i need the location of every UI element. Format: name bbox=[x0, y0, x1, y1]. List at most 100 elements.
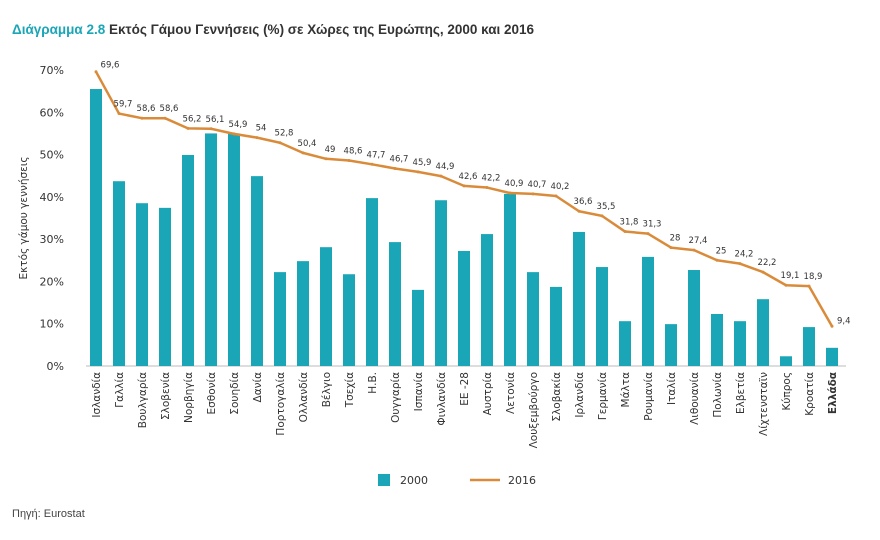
point-2016 bbox=[278, 141, 282, 145]
data-label-2016: 46,7 bbox=[390, 155, 409, 165]
bar-2000 bbox=[159, 207, 171, 366]
point-2016 bbox=[646, 232, 650, 236]
data-label-2016: 58,6 bbox=[160, 104, 179, 114]
bar-2000 bbox=[527, 272, 539, 366]
point-2016 bbox=[393, 167, 397, 171]
y-tick-label: 0% bbox=[47, 360, 64, 373]
bar-2000 bbox=[504, 193, 516, 366]
x-tick-label: Σλοβενία bbox=[160, 372, 172, 420]
y-tick-label: 10% bbox=[40, 318, 64, 331]
point-2016 bbox=[117, 112, 121, 116]
point-2016 bbox=[508, 191, 512, 195]
data-label-2016: 54,9 bbox=[229, 120, 248, 130]
point-2016 bbox=[623, 230, 627, 234]
point-2016 bbox=[347, 158, 351, 162]
y-tick-label: 20% bbox=[40, 275, 64, 288]
x-tick-label: Κροατία bbox=[804, 372, 816, 416]
y-axis-label: Εκτός γάμου γεννήσεις bbox=[18, 156, 30, 279]
x-tick-label: Κύπρος bbox=[781, 372, 793, 411]
point-2016 bbox=[255, 136, 259, 140]
point-2016 bbox=[416, 170, 420, 174]
data-label-2016: 25 bbox=[716, 246, 727, 256]
bar-2000 bbox=[182, 154, 194, 366]
bar-2000 bbox=[550, 286, 562, 366]
data-label-2016: 35,5 bbox=[597, 202, 616, 212]
data-label-2016: 69,6 bbox=[101, 61, 120, 71]
x-tick-label: Πορτογαλία bbox=[275, 372, 287, 436]
point-2016 bbox=[232, 132, 236, 136]
bar-2000 bbox=[113, 181, 125, 366]
data-label-2016: 56,1 bbox=[206, 115, 225, 125]
bar-2000 bbox=[619, 321, 631, 366]
bar-2000 bbox=[688, 270, 700, 366]
point-2016 bbox=[807, 284, 811, 288]
point-2016 bbox=[439, 174, 443, 178]
data-label-2016: 40,2 bbox=[551, 182, 570, 192]
x-tick-label: Ιταλία bbox=[666, 372, 678, 405]
x-tick-label: Ουγγαρία bbox=[390, 372, 402, 423]
data-label-2016: 19,1 bbox=[781, 271, 800, 281]
data-label-2016: 44,9 bbox=[436, 162, 455, 172]
point-2016 bbox=[163, 116, 167, 120]
x-tick-label: Δανία bbox=[252, 372, 264, 403]
data-label-2016: 42,2 bbox=[482, 174, 501, 184]
bar-2000 bbox=[435, 200, 447, 366]
x-tick-label: Γερμανία bbox=[597, 372, 609, 420]
point-2016 bbox=[140, 116, 144, 120]
bar-2000 bbox=[780, 356, 792, 366]
x-tick-label: Λετονία bbox=[505, 372, 517, 414]
point-2016 bbox=[669, 246, 673, 250]
x-tick-label: Ρουμανία bbox=[643, 372, 655, 421]
x-tick-label: Φινλανδία bbox=[436, 372, 448, 426]
data-label-2016: 27,4 bbox=[689, 236, 708, 246]
bar-2000 bbox=[458, 250, 470, 366]
x-tick-label: Η.Β. bbox=[367, 372, 379, 394]
data-label-2016: 9,4 bbox=[837, 316, 851, 326]
legend-label-2000: 2000 bbox=[400, 474, 428, 487]
data-label-2016: 31,8 bbox=[620, 218, 639, 228]
x-tick-label: Αυστρία bbox=[482, 372, 494, 415]
bar-2000 bbox=[366, 198, 378, 366]
bar-2000 bbox=[757, 299, 769, 366]
data-label-2016: 49 bbox=[325, 145, 336, 155]
bar-2000 bbox=[343, 274, 355, 366]
point-2016 bbox=[531, 192, 535, 196]
data-label-2016: 48,6 bbox=[344, 146, 363, 156]
x-tick-label: Βέλγιο bbox=[321, 372, 333, 407]
point-2016 bbox=[600, 214, 604, 218]
x-tick-label: Ελβετία bbox=[735, 372, 747, 414]
data-label-2016: 59,7 bbox=[114, 100, 133, 110]
figure-number: Διάγραμμα 2.8 bbox=[12, 22, 106, 37]
data-label-2016: 50,4 bbox=[298, 139, 317, 149]
x-tick-label: Ιρλανδία bbox=[574, 372, 586, 418]
data-label-2016: 28 bbox=[670, 234, 681, 244]
bar-2000 bbox=[711, 313, 723, 366]
bar-2000 bbox=[297, 261, 309, 366]
point-2016 bbox=[692, 248, 696, 252]
bar-2000 bbox=[412, 289, 424, 366]
data-label-2016: 31,3 bbox=[643, 220, 662, 230]
data-label-2016: 40,9 bbox=[505, 179, 524, 189]
source-note: Πηγή: Eurostat bbox=[12, 508, 85, 520]
data-label-2016: 56,2 bbox=[183, 114, 202, 124]
legend-label-2016: 2016 bbox=[508, 474, 536, 487]
x-tick-label: Λουξεμβούργο bbox=[528, 372, 540, 448]
bar-2000 bbox=[573, 231, 585, 366]
x-tick-label: Ισλανδία bbox=[91, 372, 103, 418]
data-label-2016: 18,9 bbox=[804, 272, 823, 282]
bar-2000 bbox=[90, 89, 102, 367]
point-2016 bbox=[577, 209, 581, 213]
point-2016 bbox=[784, 283, 788, 287]
bar-2000 bbox=[642, 256, 654, 366]
point-2016 bbox=[738, 262, 742, 266]
data-label-2016: 22,2 bbox=[758, 258, 777, 268]
bar-2000 bbox=[826, 347, 838, 366]
data-label-2016: 36,6 bbox=[574, 197, 593, 207]
point-2016 bbox=[94, 70, 98, 74]
point-2016 bbox=[209, 127, 213, 131]
y-tick-label: 60% bbox=[40, 106, 64, 119]
bar-2000 bbox=[734, 321, 746, 366]
chart-title: Διάγραμμα 2.8 Εκτός Γάμου Γεννήσεις (%) … bbox=[12, 22, 534, 37]
point-2016 bbox=[324, 157, 328, 161]
point-2016 bbox=[830, 324, 834, 328]
